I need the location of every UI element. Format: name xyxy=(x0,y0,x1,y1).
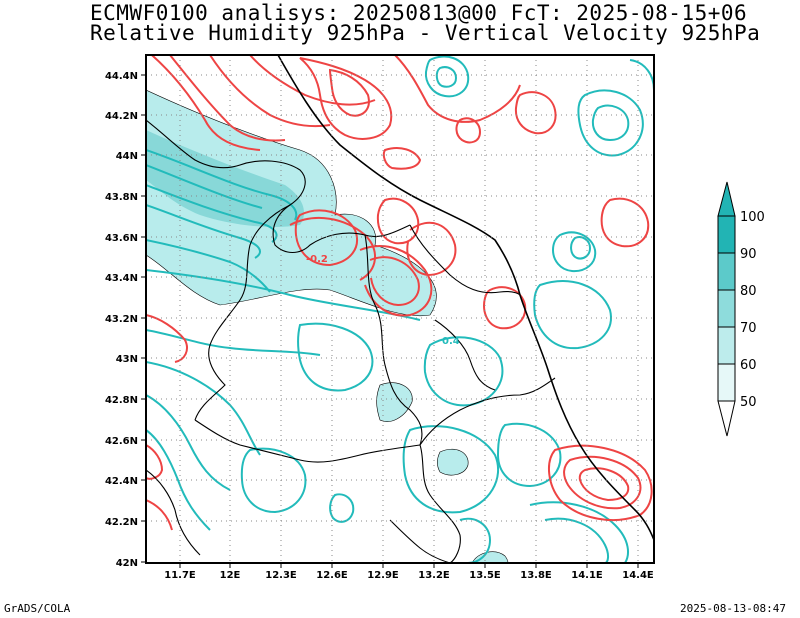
lon-tick-label: 14.4E xyxy=(622,570,654,581)
lat-axis: 44.4N 44.2N 44N 43.8N 43.6N 43.4N 43.2N … xyxy=(105,71,146,569)
lon-tick-label: 12E xyxy=(220,570,241,581)
lat-tick-label: 42N xyxy=(116,558,138,569)
colorbar-segment-50-60 xyxy=(717,363,736,402)
colorbar-segment-60-70 xyxy=(717,326,736,365)
lat-tick-label: 43N xyxy=(116,354,138,365)
colorbar-top-arrow xyxy=(717,181,736,217)
lat-tick-label: 43.8N xyxy=(105,192,138,203)
lon-axis: 11.7E 12E 12.3E 12.6E 12.9E 13.2E 13.5E … xyxy=(164,563,654,581)
lon-tick-label: 14.1E xyxy=(571,570,603,581)
lon-tick-label: 13.8E xyxy=(520,570,552,581)
lat-tick-label: 42.2N xyxy=(105,517,138,528)
lat-tick-label: 43.6N xyxy=(105,233,138,244)
colorbar-label: 50 xyxy=(740,395,757,410)
colorbar-label: 70 xyxy=(740,321,757,336)
lat-tick-label: 42.6N xyxy=(105,436,138,447)
humidity-shading xyxy=(146,89,509,563)
colorbar-segment-80-90 xyxy=(717,252,736,291)
colorbar-label: 60 xyxy=(740,358,757,373)
footer-timestamp: 2025-08-13-08:47 xyxy=(680,602,786,615)
lat-tick-label: 44N xyxy=(116,151,138,162)
colorbar: 100 90 80 70 60 50 xyxy=(717,181,765,437)
footer-credit: GrADS/COLA xyxy=(4,602,71,615)
admin-borders xyxy=(146,119,556,563)
humidity-region-core xyxy=(146,130,305,227)
lat-tick-label: 43.2N xyxy=(105,314,138,325)
lon-tick-label: 12.9E xyxy=(367,570,399,581)
contour-label-minus-0-2: -0.2 xyxy=(306,254,328,265)
lon-tick-label: 11.7E xyxy=(164,570,196,581)
colorbar-label: 90 xyxy=(740,247,757,262)
plot-frame xyxy=(145,54,655,564)
colorbar-label: 100 xyxy=(740,210,765,225)
colorbar-bottom-arrow xyxy=(717,400,736,437)
map-plot-area: -0.2 0.4 xyxy=(146,55,654,563)
humidity-patch-center xyxy=(376,382,413,422)
contour-label-0-4: 0.4 xyxy=(442,336,460,347)
lat-tick-label: 42.8N xyxy=(105,395,138,406)
lon-tick-label: 12.6E xyxy=(316,570,348,581)
lat-tick-label: 44.2N xyxy=(105,111,138,122)
negative-velocity-contours xyxy=(146,55,654,563)
lat-tick-label: 43.4N xyxy=(105,273,138,284)
lat-tick-label: 44.4N xyxy=(105,71,138,82)
lon-tick-label: 13.2E xyxy=(418,570,450,581)
lon-tick-label: 13.5E xyxy=(469,570,501,581)
lat-tick-label: 42.4N xyxy=(105,476,138,487)
lon-tick-label: 12.3E xyxy=(265,570,297,581)
colorbar-segment-70-80 xyxy=(717,289,736,328)
colorbar-segment-90-100 xyxy=(717,215,736,254)
chart-title-line-2: Relative Humidity 925hPa - Vertical Velo… xyxy=(90,21,761,45)
colorbar-label: 80 xyxy=(740,284,757,299)
humidity-patch-south xyxy=(437,448,469,476)
chart-title-line-1: ECMWF0100 analisys: 20250813@00 FcT: 202… xyxy=(90,1,748,25)
